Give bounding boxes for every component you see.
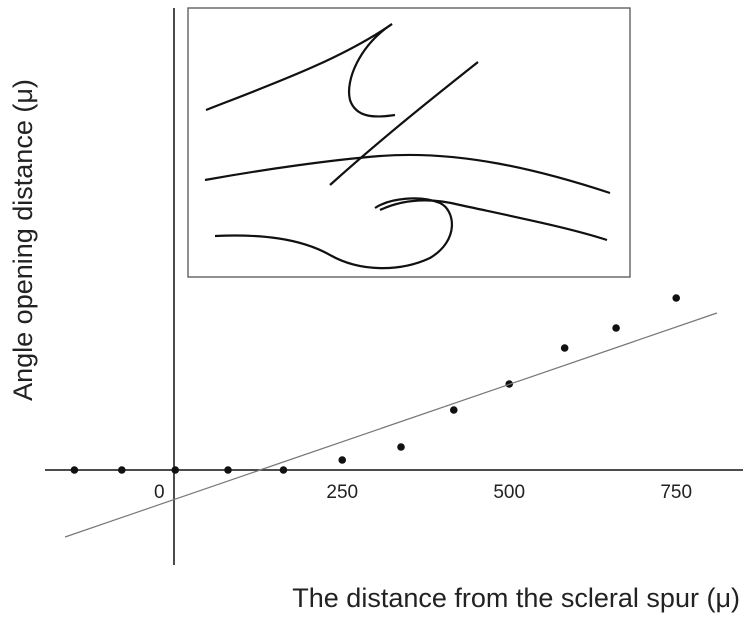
data-point: [560, 344, 569, 352]
x-tick-label: 250: [326, 482, 358, 503]
data-point: [397, 443, 405, 451]
inset-frame: [187, 7, 631, 278]
data-point: [171, 466, 180, 474]
inset-curve: [214, 197, 453, 270]
inset-curve: [204, 153, 611, 195]
inset-diagram: [187, 7, 631, 278]
data-point: [70, 466, 79, 474]
x-tick-label: 0: [154, 482, 165, 503]
inset-curve: [379, 199, 608, 242]
x-tick-label: 750: [660, 482, 692, 503]
data-point: [279, 466, 288, 474]
x-axis-label: The distance from the scleral spur (μ): [292, 583, 740, 613]
x-tick-label: 500: [493, 482, 525, 503]
inset-curve: [329, 61, 479, 186]
data-point: [672, 294, 681, 302]
data-point: [224, 466, 232, 474]
data-point: [338, 456, 347, 464]
inset-curve: [205, 23, 393, 112]
inset-curve: [347, 23, 396, 118]
data-point: [612, 324, 620, 332]
y-axis-label: Angle opening distance (μ): [8, 79, 38, 401]
data-point: [449, 406, 458, 414]
data-point: [118, 466, 126, 474]
fit-line: [64, 312, 718, 538]
